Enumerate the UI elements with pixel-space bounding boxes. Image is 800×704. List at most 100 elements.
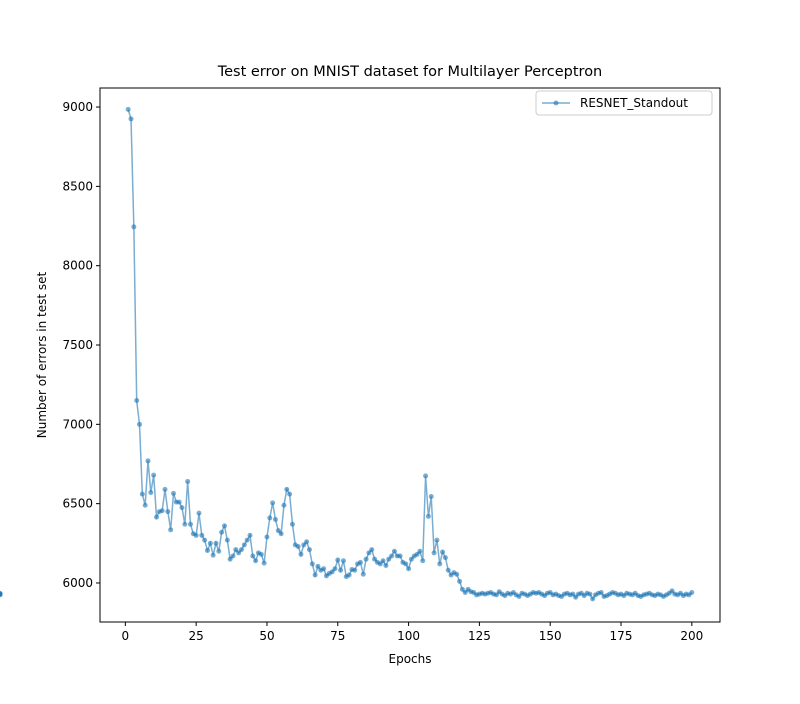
x-tick-label: 125 xyxy=(468,629,491,643)
data-point xyxy=(247,532,253,538)
x-tick-label: 50 xyxy=(259,629,274,643)
data-point xyxy=(304,539,310,545)
legend-marker xyxy=(553,100,559,106)
chart-title: Test error on MNIST dataset for Multilay… xyxy=(217,64,603,80)
data-point xyxy=(346,572,352,578)
x-axis-label: Epochs xyxy=(389,652,432,666)
data-point xyxy=(598,589,604,595)
legend: RESNET_Standout xyxy=(535,90,713,116)
data-point xyxy=(261,560,267,566)
data-point xyxy=(423,473,429,479)
data-point xyxy=(216,548,222,554)
y-tick-label: 6000 xyxy=(62,576,93,590)
data-point xyxy=(289,521,295,527)
data-point xyxy=(380,558,386,564)
y-tick-label: 6500 xyxy=(62,497,93,511)
data-point xyxy=(221,523,227,529)
data-point xyxy=(230,553,236,559)
y-tick-label: 7500 xyxy=(62,338,93,352)
data-point xyxy=(128,116,134,122)
data-point xyxy=(434,537,440,543)
data-point xyxy=(196,510,202,516)
data-line xyxy=(127,109,693,601)
data-point xyxy=(250,553,256,559)
x-tick-label: 175 xyxy=(610,629,633,643)
data-point xyxy=(420,558,426,564)
data-point xyxy=(295,543,301,549)
x-tick-label: 75 xyxy=(330,629,345,643)
data-point xyxy=(0,592,3,598)
data-point xyxy=(397,553,403,559)
data-point xyxy=(199,532,205,538)
data-point xyxy=(219,529,225,535)
data-point xyxy=(162,486,168,492)
data-point xyxy=(281,502,287,508)
x-tick-label: 200 xyxy=(680,629,703,643)
data-point xyxy=(272,517,278,523)
data-point xyxy=(182,521,188,527)
data-point xyxy=(306,547,312,553)
data-point xyxy=(442,555,448,561)
data-point xyxy=(590,596,596,602)
data-point xyxy=(142,502,148,508)
data-point xyxy=(224,537,230,543)
data-point xyxy=(207,540,213,546)
data-point xyxy=(315,563,321,569)
plot-frame xyxy=(99,87,721,623)
data-point xyxy=(352,567,358,573)
data-point xyxy=(357,559,363,565)
data-point xyxy=(179,505,185,511)
data-point xyxy=(383,563,389,569)
data-point xyxy=(335,557,341,563)
data-point xyxy=(284,486,290,492)
data-point xyxy=(148,490,154,496)
data-point xyxy=(437,561,443,567)
data-point xyxy=(267,515,273,521)
data-point xyxy=(363,556,369,562)
y-tick-label: 9000 xyxy=(62,100,93,114)
data-point xyxy=(278,531,284,537)
data-point xyxy=(440,549,446,555)
data-point xyxy=(185,478,191,484)
y-axis-label: Number of errors in test set xyxy=(35,271,49,438)
data-point xyxy=(213,540,219,546)
x-tick-label: 0 xyxy=(122,629,130,643)
data-point xyxy=(204,547,210,553)
data-point xyxy=(321,566,327,572)
x-tick-label: 100 xyxy=(397,629,420,643)
data-point xyxy=(151,472,157,478)
data-point xyxy=(403,561,409,567)
data-point xyxy=(139,491,145,497)
data-point xyxy=(445,567,451,573)
data-point xyxy=(253,558,259,564)
data-point xyxy=(137,421,143,427)
data-point xyxy=(587,591,593,597)
data-point xyxy=(298,551,304,557)
data-point xyxy=(312,572,318,578)
data-point xyxy=(457,578,463,584)
legend-box xyxy=(535,90,713,116)
data-point xyxy=(417,548,423,554)
data-point xyxy=(193,532,199,538)
data-point xyxy=(428,494,434,500)
data-point xyxy=(389,553,395,559)
data-point xyxy=(202,537,208,543)
data-point xyxy=(332,566,338,572)
data-point xyxy=(125,106,131,112)
data-point xyxy=(241,542,247,548)
data-point xyxy=(131,224,137,230)
data-point xyxy=(159,508,165,514)
data-point xyxy=(264,534,270,540)
data-point xyxy=(168,527,174,533)
x-tick-label: 25 xyxy=(189,629,204,643)
data-point xyxy=(425,513,431,519)
data-point xyxy=(338,567,344,573)
y-tick-label: 7000 xyxy=(62,417,93,431)
data-point xyxy=(689,589,695,595)
data-point xyxy=(238,547,244,553)
data-point xyxy=(454,571,460,577)
data-point xyxy=(134,398,140,404)
data-point xyxy=(369,547,375,553)
y-tick-label: 8500 xyxy=(62,179,93,193)
